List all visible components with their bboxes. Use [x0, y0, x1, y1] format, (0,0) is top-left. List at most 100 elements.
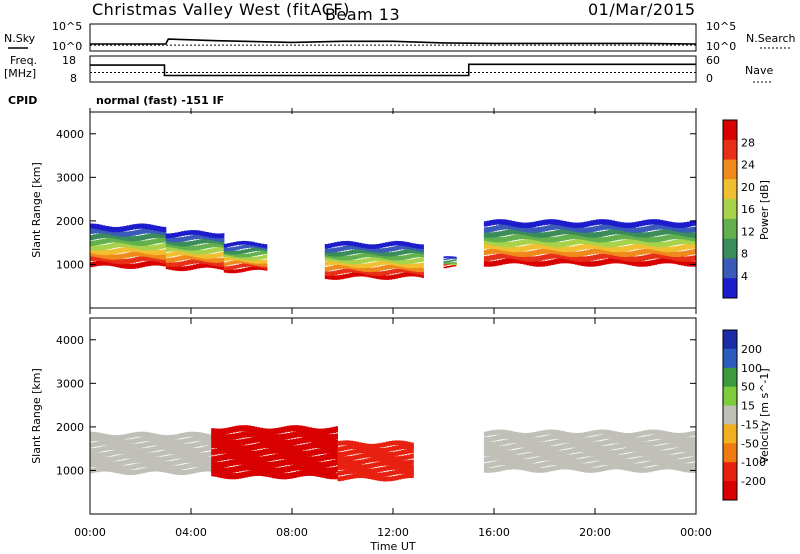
velocity-cell — [641, 441, 646, 447]
power-cell — [559, 224, 564, 230]
velocity-cell — [517, 442, 521, 448]
velocity-cell — [580, 458, 585, 464]
velocity-cell — [398, 465, 402, 470]
velocity-cell — [317, 470, 321, 477]
power-cell — [659, 219, 664, 226]
velocity-cell — [268, 461, 273, 469]
power-cell — [159, 254, 164, 260]
power-cell — [177, 237, 182, 243]
power-cell — [659, 236, 664, 242]
velocity-cell — [299, 437, 303, 444]
velocity-cell — [317, 466, 321, 474]
power-cell — [574, 259, 579, 265]
power-cell — [388, 241, 393, 247]
velocity-cell — [244, 458, 249, 465]
power-cell — [620, 258, 624, 264]
power-cell — [171, 265, 176, 271]
power-cell — [693, 226, 697, 233]
power-cell — [415, 244, 420, 249]
velocity-cell — [568, 464, 573, 470]
power-cell — [202, 244, 206, 249]
power-cell — [629, 260, 633, 266]
power-cell — [370, 267, 374, 273]
velocity-cell — [583, 451, 588, 457]
velocity-cell — [547, 460, 552, 466]
velocity-cell — [311, 442, 315, 449]
power-cell — [550, 219, 555, 225]
velocity-cell — [683, 463, 688, 469]
power-cell — [177, 231, 182, 237]
power-cell — [626, 256, 630, 262]
power-cell — [486, 227, 491, 233]
power-cell — [596, 237, 600, 243]
velocity-cell — [659, 445, 664, 451]
velocity-cell — [123, 453, 127, 459]
velocity-cell — [232, 439, 236, 446]
power-cell — [102, 249, 106, 256]
velocity-cell — [593, 430, 597, 436]
velocity-cell — [346, 462, 351, 468]
power-cell — [415, 246, 420, 251]
velocity-cell — [268, 441, 273, 449]
power-cell — [483, 243, 488, 249]
power-colorbar-frame — [722, 119, 738, 299]
power-cell — [105, 260, 109, 266]
velocity-cell — [389, 446, 393, 452]
power-cell — [574, 245, 579, 251]
power-cell — [239, 259, 243, 264]
power-cell — [505, 258, 509, 264]
power-cell — [638, 261, 642, 267]
velocity-cell — [483, 441, 488, 447]
power-cell — [336, 255, 341, 260]
power-cell — [165, 239, 170, 244]
power-cell — [126, 242, 130, 248]
velocity-cell — [523, 463, 527, 468]
power-cell — [239, 268, 243, 273]
velocity-cell — [608, 454, 612, 460]
power-cell — [403, 272, 408, 277]
velocity-cell — [253, 469, 258, 476]
velocity-cell — [626, 436, 630, 442]
power-cell — [686, 235, 691, 241]
power-cell — [196, 230, 200, 235]
power-cell — [266, 246, 268, 251]
velocity-cell — [287, 458, 291, 465]
power-cell — [665, 234, 670, 241]
velocity-cell — [577, 437, 582, 442]
velocity-cell — [283, 433, 288, 440]
velocity-cell — [265, 441, 270, 449]
power-cell — [162, 226, 167, 233]
power-cell — [677, 239, 682, 245]
velocity-cell — [586, 463, 591, 468]
velocity-cell — [308, 436, 312, 443]
velocity-cell — [187, 448, 191, 454]
velocity-cell — [114, 465, 118, 471]
power-cell — [508, 241, 512, 248]
frequency-panel: Freq. [MHz] Nave 18 8 60 0 — [4, 54, 773, 85]
velocity-cell — [135, 431, 139, 437]
velocity-cell — [277, 453, 282, 460]
velocity-cell — [317, 441, 321, 448]
velocity-cell — [329, 447, 333, 454]
power-cell — [526, 259, 530, 266]
power-cell — [174, 251, 179, 256]
power-colorbar-tick: 28 — [741, 136, 755, 149]
velocity-cell — [689, 437, 694, 443]
velocity-cell — [632, 458, 636, 464]
velocity-cell — [214, 432, 218, 440]
power-cell — [449, 265, 454, 267]
power-cell — [602, 253, 606, 259]
power-cell — [671, 222, 676, 228]
velocity-cell — [379, 456, 384, 462]
power-cell — [449, 257, 454, 260]
velocity-cell — [364, 446, 369, 451]
velocity-cell — [274, 442, 279, 449]
velocity-cell — [105, 460, 109, 466]
power-cell — [511, 229, 515, 235]
velocity-cell — [241, 425, 246, 432]
velocity-cell — [217, 428, 221, 435]
velocity-cell — [358, 464, 363, 470]
velocity-cell — [674, 438, 679, 444]
velocity-cell — [483, 437, 488, 443]
